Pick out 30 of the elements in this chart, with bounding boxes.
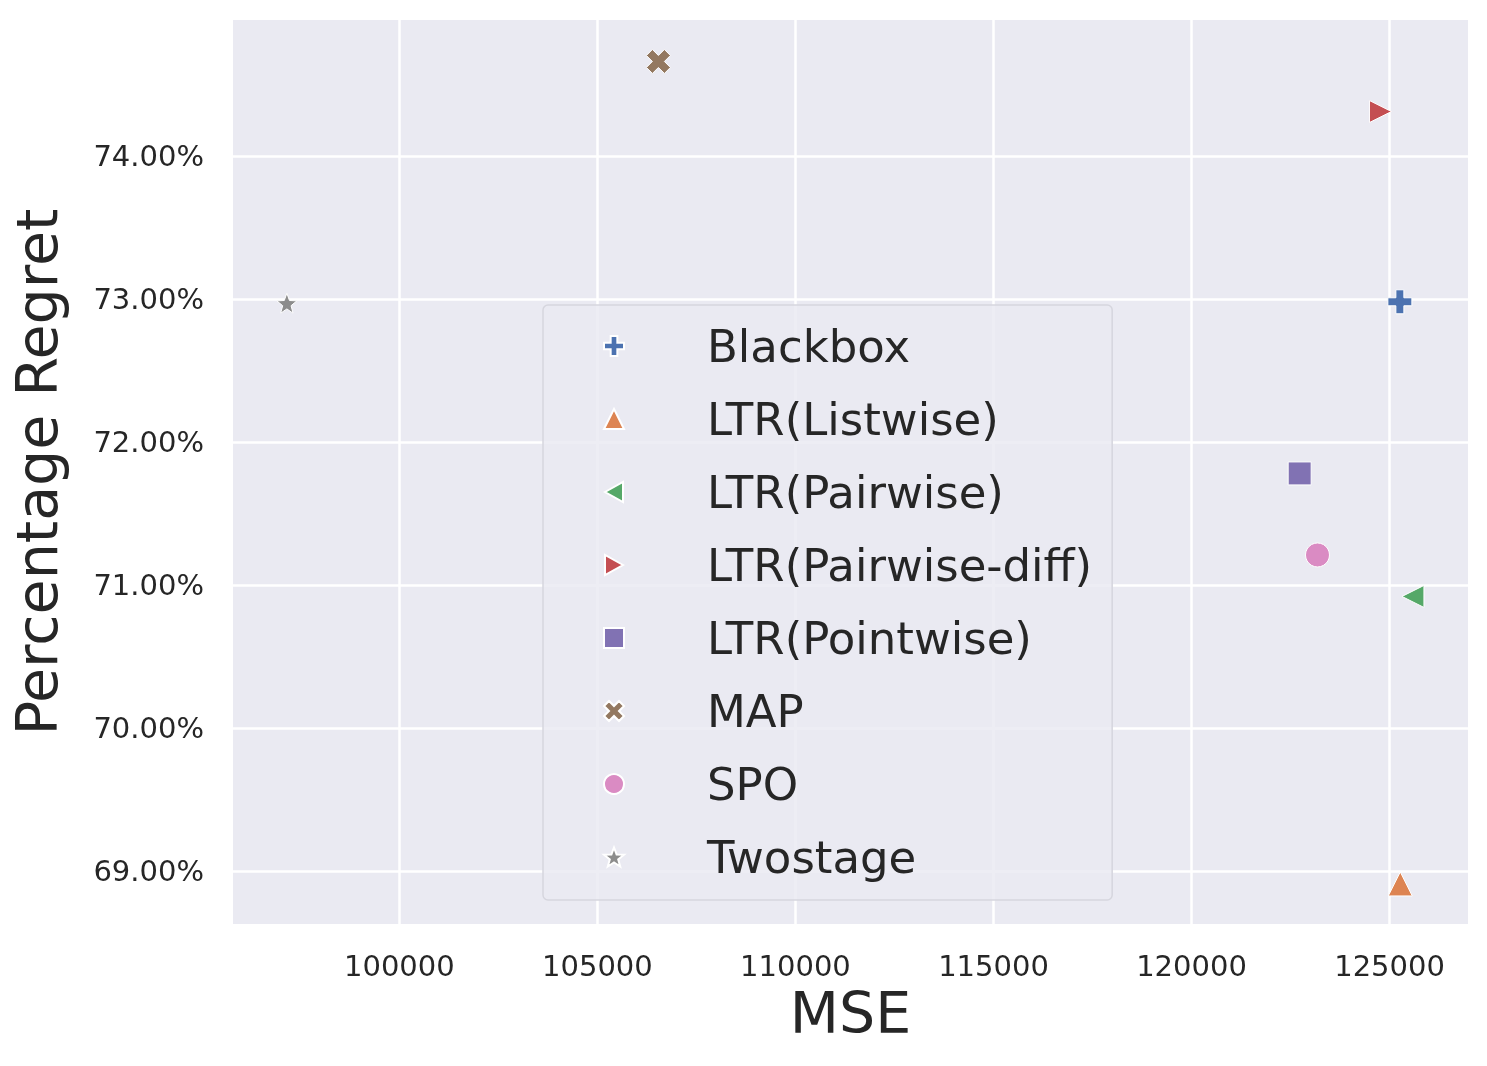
point xyxy=(1287,461,1312,486)
y-tick-label: 73.00% xyxy=(93,281,204,316)
legend-label: LTR(Pairwise-diff) xyxy=(707,538,1093,592)
y-tick-label: 72.00% xyxy=(93,424,204,459)
y-axis-title: Percentage Regret xyxy=(3,208,70,736)
x-axis-title: MSE xyxy=(789,980,912,1047)
point xyxy=(1387,289,1413,315)
y-tick-label: 71.00% xyxy=(93,568,204,602)
x-tick-label: 120000 xyxy=(1136,948,1247,983)
x-tick-label: 110000 xyxy=(740,948,851,983)
point xyxy=(1305,542,1330,568)
y-tick-label: 69.00% xyxy=(93,854,204,889)
x-tick-label: 125000 xyxy=(1334,948,1445,983)
legend-label: LTR(Pointwise) xyxy=(707,611,1032,665)
x-tick-label: 105000 xyxy=(542,948,653,983)
legend-label: LTR(Listwise) xyxy=(707,392,999,446)
point xyxy=(1368,100,1392,124)
x-tick-label: 100000 xyxy=(344,948,455,983)
y-tick-label: 74.00% xyxy=(93,138,204,173)
legend-label: MAP xyxy=(707,684,804,738)
x-tick-label: 115000 xyxy=(938,948,1049,983)
legend-label: SPO xyxy=(707,757,799,811)
legend-label: Blackbox xyxy=(707,319,911,373)
legend-label: Twostage xyxy=(706,830,917,884)
y-tick-label: 70.00% xyxy=(93,711,204,746)
legend-label: LTR(Pairwise) xyxy=(707,465,1004,519)
point xyxy=(276,292,298,314)
point xyxy=(1387,871,1413,897)
point xyxy=(645,48,671,74)
point xyxy=(1401,584,1425,608)
